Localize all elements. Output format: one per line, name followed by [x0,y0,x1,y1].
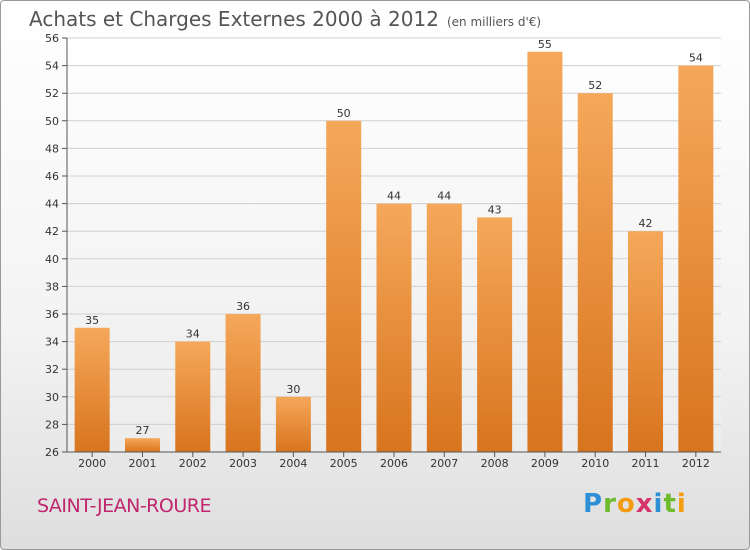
bars [74,51,714,453]
y-tick-label: 26 [45,446,59,459]
title-text: Achats et Charges Externes 2000 à 2012 [29,7,439,31]
data-label: 35 [85,314,99,327]
data-label: 36 [236,300,250,313]
tick-labels: 26 28 30 32 34 36 38 40 42 44 46 48 50 52 54 56 35 2000 27… [45,32,710,470]
bar [527,51,563,453]
bar [225,314,261,452]
bar [175,341,211,452]
chart-title: Achats et Charges Externes 2000 à 2012 (e… [29,7,541,31]
bar [477,217,513,452]
logo-letter: t [663,489,677,519]
y-tick-label: 32 [45,363,59,376]
x-tick-label: 2006 [380,457,408,470]
bar [678,65,714,452]
x-tick-label: 2002 [179,457,207,470]
axes [62,37,721,457]
y-tick-label: 52 [45,87,59,100]
x-tick-label: 2003 [229,457,257,470]
x-tick-label: 2007 [430,457,458,470]
data-label: 44 [387,190,401,203]
y-tick-label: 38 [45,280,59,293]
logo-letter: r [603,489,617,519]
commune-name: SAINT-JEAN-ROURE [37,495,211,517]
data-label: 42 [639,217,653,230]
logo-letter: P [583,489,604,519]
data-label: 34 [186,328,200,341]
y-tick-label: 34 [45,336,59,349]
data-label: 50 [337,107,351,120]
proxiti-logo[interactable]: Proxiti [583,489,687,519]
x-tick-label: 2011 [632,457,660,470]
data-label: 44 [437,190,451,203]
bar [74,327,110,452]
x-tick-label: 2005 [330,457,358,470]
y-tick-label: 50 [45,115,59,128]
bar [275,396,311,452]
bar [124,438,160,452]
logo-letter: x [635,489,654,519]
chart-subtitle: (en milliers d'€) [446,15,542,29]
y-tick-label: 36 [45,308,59,321]
bar [577,93,613,452]
bar [426,203,462,452]
bar [326,120,362,453]
data-label: 54 [689,52,703,65]
data-label: 27 [135,424,149,437]
y-tick-label: 42 [45,225,59,238]
x-tick-label: 2010 [581,457,609,470]
y-tick-label: 46 [45,170,59,183]
y-tick-label: 54 [45,60,59,73]
bar [628,231,664,452]
data-label: 43 [488,203,502,216]
x-tick-label: 2009 [531,457,559,470]
x-tick-label: 2008 [481,457,509,470]
logo-letter: i [653,489,664,519]
x-tick-label: 2012 [682,457,710,470]
y-tick-label: 40 [45,253,59,266]
data-label: 55 [538,38,552,51]
x-tick-label: 2001 [128,457,156,470]
x-tick-label: 2000 [78,457,106,470]
x-tick-label: 2004 [279,457,307,470]
data-label: 52 [588,79,602,92]
logo-letter: i [676,489,687,519]
y-tick-label: 44 [45,198,59,211]
y-tick-label: 56 [45,32,59,45]
y-tick-label: 48 [45,142,59,155]
y-tick-label: 30 [45,391,59,404]
logo-letter: o [616,489,636,519]
y-tick-label: 28 [45,418,59,431]
bar [376,203,412,452]
data-label: 30 [286,383,300,396]
